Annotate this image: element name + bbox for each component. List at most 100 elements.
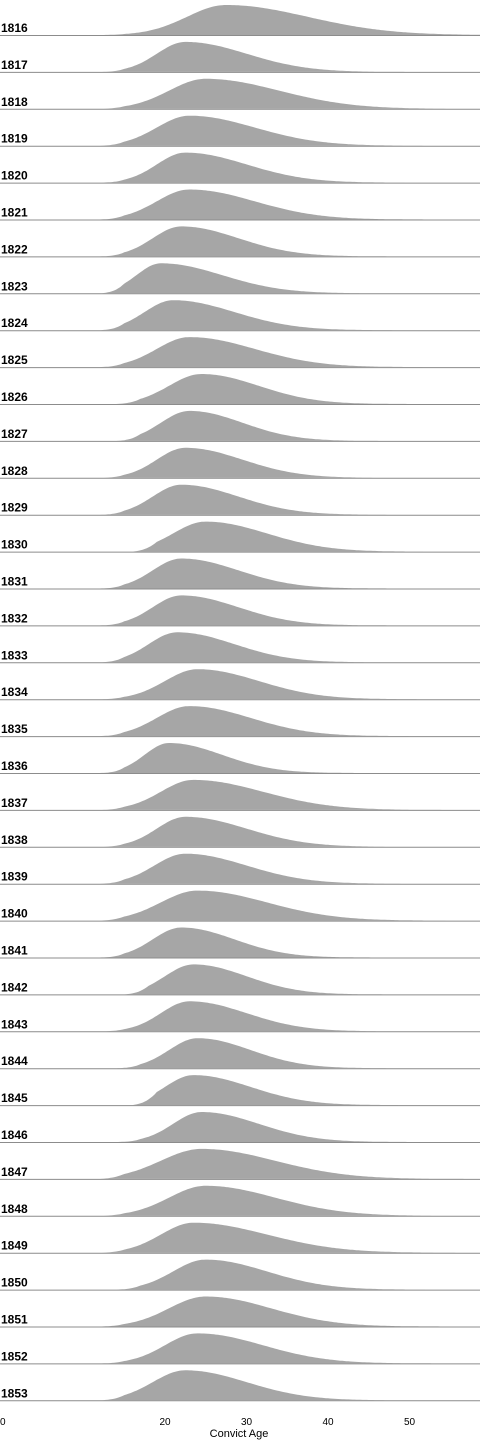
year-label-1836: 1836 — [1, 759, 28, 773]
year-label-1842: 1842 — [1, 980, 28, 994]
year-label-1820: 1820 — [1, 169, 28, 183]
year-label-1853: 1853 — [1, 1386, 28, 1400]
year-label-1851: 1851 — [1, 1313, 28, 1327]
year-label-1825: 1825 — [1, 353, 28, 367]
year-label-1827: 1827 — [1, 427, 28, 441]
ridge-area-1845 — [132, 1075, 459, 1106]
ridge-area-1830 — [132, 521, 434, 552]
ridge-area-1853 — [99, 1370, 426, 1401]
year-label-1837: 1837 — [1, 796, 28, 810]
ridge-area-1828 — [99, 447, 459, 478]
ridge-area-1846 — [116, 1112, 451, 1142]
ridge-area-1825 — [99, 337, 480, 368]
year-label-1833: 1833 — [1, 648, 28, 662]
ridge-1836: 1836 — [0, 743, 480, 774]
ridge-1853: 1853 — [0, 1370, 480, 1402]
ridge-area-1819 — [99, 115, 467, 146]
ridge-area-1818 — [99, 78, 480, 109]
ridge-area-1822 — [99, 226, 475, 257]
ridge-1842: 1842 — [0, 964, 480, 996]
x-axis: 02030405060 — [0, 1417, 415, 1428]
ridge-1825: 1825 — [0, 337, 480, 369]
ridge-1852: 1852 — [0, 1333, 480, 1365]
ridge-1850: 1850 — [0, 1259, 480, 1291]
ridge-area-1834 — [99, 669, 467, 700]
ridge-1824: 1824 — [0, 300, 480, 332]
ridge-1843: 1843 — [0, 1001, 480, 1033]
year-label-1841: 1841 — [1, 944, 28, 958]
ridge-1844: 1844 — [0, 1038, 480, 1070]
ridge-1822: 1822 — [0, 226, 480, 258]
ridge-area-1850 — [116, 1259, 451, 1290]
year-label-1852: 1852 — [1, 1349, 28, 1363]
year-label-1835: 1835 — [1, 722, 28, 736]
ridge-area-1835 — [99, 706, 451, 737]
ridge-1834: 1834 — [0, 669, 480, 701]
ridge-1835: 1835 — [0, 706, 480, 738]
ridge-area-1817 — [99, 41, 418, 72]
x-tick-label-30: 30 — [241, 1417, 253, 1428]
ridge-area-1843 — [99, 1001, 435, 1032]
ridge-area-1841 — [99, 927, 394, 958]
ridge-1848: 1848 — [0, 1185, 480, 1217]
year-label-1832: 1832 — [1, 611, 28, 625]
ridge-area-1844 — [116, 1038, 418, 1069]
ridge-area-1840 — [99, 890, 459, 921]
year-label-1839: 1839 — [1, 870, 28, 884]
year-label-1838: 1838 — [1, 833, 28, 847]
year-label-1844: 1844 — [1, 1054, 28, 1068]
ridge-area-1827 — [116, 410, 394, 441]
ridge-area-1820 — [99, 152, 480, 183]
ridge-1841: 1841 — [0, 927, 480, 959]
ridge-area-1837 — [99, 779, 480, 810]
year-label-1848: 1848 — [1, 1202, 28, 1216]
ridge-area-1832 — [99, 595, 443, 626]
ridge-area-1842 — [124, 964, 410, 995]
ridge-1845: 1845 — [0, 1075, 480, 1107]
ridge-area-1823 — [99, 263, 480, 294]
year-label-1824: 1824 — [1, 316, 28, 330]
ridge-area-1848 — [99, 1185, 480, 1216]
ridge-1851: 1851 — [0, 1296, 480, 1328]
ridge-1846: 1846 — [0, 1112, 480, 1143]
year-label-1828: 1828 — [1, 464, 28, 478]
ridge-1849: 1849 — [0, 1222, 480, 1254]
year-label-1822: 1822 — [1, 242, 28, 256]
ridges-group: 1816 1817 1818 1819 1820 1821 1822 1823 1824 1825… — [0, 5, 480, 1402]
year-label-1849: 1849 — [1, 1239, 28, 1253]
year-label-1834: 1834 — [1, 685, 28, 699]
ridge-area-1826 — [116, 374, 443, 404]
year-label-1819: 1819 — [1, 132, 28, 146]
year-label-1821: 1821 — [1, 206, 28, 220]
ridge-area-1839 — [99, 853, 410, 884]
year-label-1840: 1840 — [1, 907, 28, 921]
year-label-1823: 1823 — [1, 279, 28, 293]
ridge-1817: 1817 — [0, 41, 480, 73]
ridge-1818: 1818 — [0, 78, 480, 110]
ridge-1829: 1829 — [0, 484, 480, 516]
ridge-1832: 1832 — [0, 595, 480, 627]
year-label-1831: 1831 — [1, 575, 28, 589]
x-tick-label-0: 0 — [0, 1417, 6, 1428]
ridge-1823: 1823 — [0, 263, 480, 295]
ridge-1826: 1826 — [0, 374, 480, 405]
ridge-1819: 1819 — [0, 115, 480, 147]
ridge-1821: 1821 — [0, 189, 480, 221]
year-label-1818: 1818 — [1, 95, 28, 109]
year-label-1817: 1817 — [1, 58, 28, 72]
x-tick-label-20: 20 — [159, 1417, 171, 1428]
year-label-1816: 1816 — [1, 21, 28, 35]
ridge-area-1824 — [99, 300, 480, 331]
year-label-1850: 1850 — [1, 1276, 28, 1290]
ridge-area-1847 — [99, 1148, 480, 1179]
ridge-area-1852 — [99, 1333, 480, 1364]
ridge-1816: 1816 — [0, 5, 480, 36]
year-label-1847: 1847 — [1, 1165, 28, 1179]
year-label-1830: 1830 — [1, 538, 28, 552]
ridge-area-1831 — [99, 558, 418, 589]
ridge-area-1849 — [99, 1222, 480, 1253]
ridge-1828: 1828 — [0, 447, 480, 479]
year-label-1829: 1829 — [1, 501, 28, 515]
ridge-area-1821 — [99, 189, 475, 220]
